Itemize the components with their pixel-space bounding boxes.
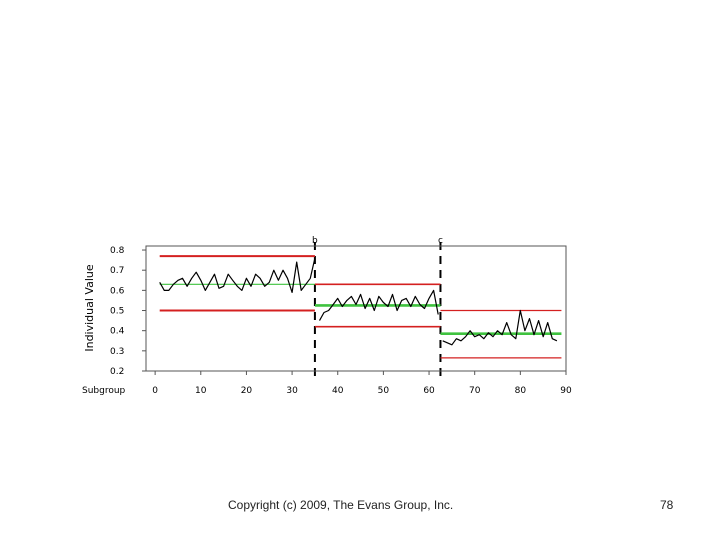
control-limits-layer xyxy=(159,242,562,377)
x-tick-label: 20 xyxy=(241,386,253,396)
x-tick-label: 30 xyxy=(286,386,298,396)
y-tick-label: 0.2 xyxy=(110,367,124,377)
x-tick-label: 50 xyxy=(378,386,390,396)
y-tick-label: 0.4 xyxy=(110,327,125,337)
y-axis-title: Individual Value xyxy=(83,264,96,352)
page-number: 78 xyxy=(660,498,674,512)
x-tick-label: 80 xyxy=(515,386,527,396)
axis-layer: 0.2 0.3 0.4 0.5 0.6 0.7 0.8 0 10 20 30 40 50 60 70 80 90… xyxy=(82,236,572,396)
y-tick-label: 0.7 xyxy=(110,266,124,276)
x-tick-label: 10 xyxy=(195,386,207,396)
plot-frame-layer xyxy=(145,245,567,372)
x-tick-label: 90 xyxy=(560,386,572,396)
y-tick-label: 0.6 xyxy=(110,286,125,296)
copyright-text: Copyright (c) 2009, The Evans Group, Inc… xyxy=(228,498,454,512)
x-tick-label: 60 xyxy=(423,386,435,396)
plot-frame xyxy=(145,245,567,372)
x-axis-title: Subgroup xyxy=(82,386,126,396)
y-tick-label: 0.5 xyxy=(110,307,124,317)
data-series-layer xyxy=(159,257,558,346)
x-tick-label: 70 xyxy=(469,386,481,396)
y-tick-label: 0.3 xyxy=(110,347,124,357)
stage-label: b xyxy=(312,236,318,246)
data-line xyxy=(318,289,439,321)
stage-label: c xyxy=(438,236,443,246)
data-line xyxy=(159,257,316,293)
x-tick-label: 40 xyxy=(332,386,344,396)
data-line xyxy=(442,309,558,346)
y-tick-label: 0.8 xyxy=(110,246,125,256)
x-tick-label: 0 xyxy=(152,386,158,396)
